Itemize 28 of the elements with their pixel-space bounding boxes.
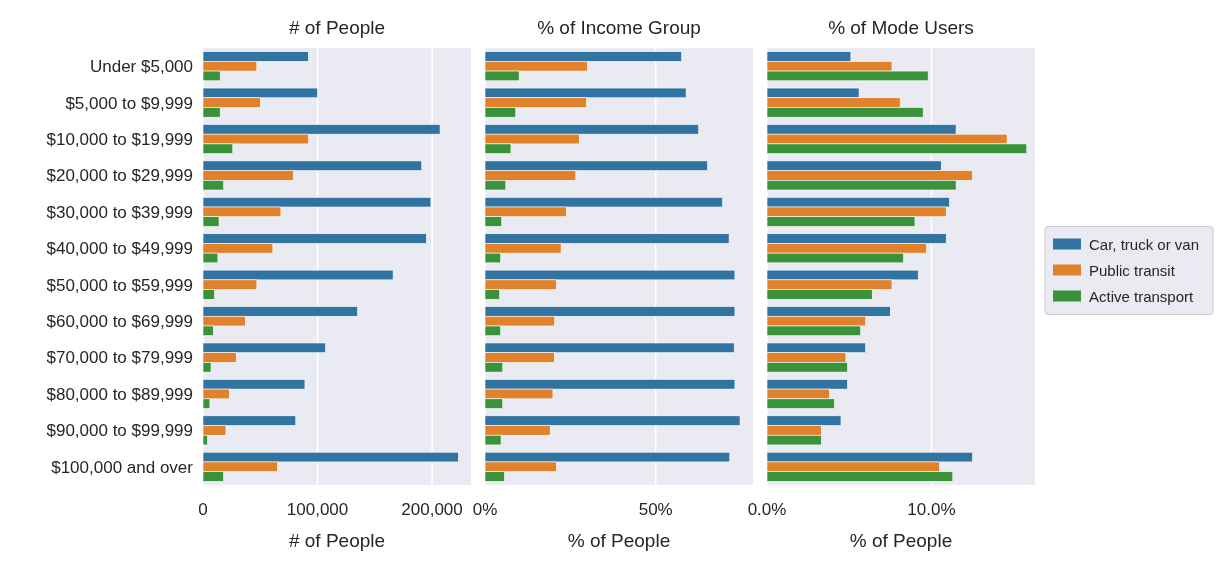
legend-label: Active transport <box>1089 287 1195 305</box>
y-tick-label: $100,000 and over <box>51 457 194 477</box>
y-tick-label: $50,000 to $59,999 <box>46 275 193 295</box>
x-tick-label: 0.0% <box>747 500 787 519</box>
y-tick-label: $20,000 to $29,999 <box>46 166 193 186</box>
x-tick-label: 10.0% <box>907 500 956 519</box>
x-axis-title: % of People <box>849 530 953 551</box>
y-tick-label: $30,000 to $39,999 <box>46 202 193 222</box>
x-tick-label: 0 <box>198 500 208 519</box>
x-tick-label: 200,000 <box>401 500 463 519</box>
y-tick-label: $5,000 to $9,999 <box>65 93 193 113</box>
y-tick-label: $70,000 to $79,999 <box>46 348 193 368</box>
y-tick-label: $10,000 to $19,999 <box>46 129 193 149</box>
x-tick-label: 0% <box>472 500 498 519</box>
chart-title: % of Mode Users <box>828 17 974 38</box>
y-tick-label: $90,000 to $99,999 <box>46 421 193 441</box>
y-tick-label: Under $5,000 <box>89 57 193 77</box>
y-tick-label: $40,000 to $49,999 <box>46 239 193 259</box>
y-tick-label: $80,000 to $89,999 <box>46 384 193 404</box>
x-axis-title: # of People <box>288 530 386 551</box>
x-tick-label: 100,000 <box>286 500 349 519</box>
chart-title: % of Income Group <box>537 17 701 38</box>
chart-title: # of People <box>288 17 386 38</box>
legend-label: Car, truck or van <box>1089 235 1200 253</box>
y-tick-label: $60,000 to $69,999 <box>46 312 193 332</box>
x-axis-title: % of People <box>567 530 671 551</box>
x-tick-label: 50% <box>638 500 673 519</box>
legend-label: Public transit <box>1089 261 1176 279</box>
